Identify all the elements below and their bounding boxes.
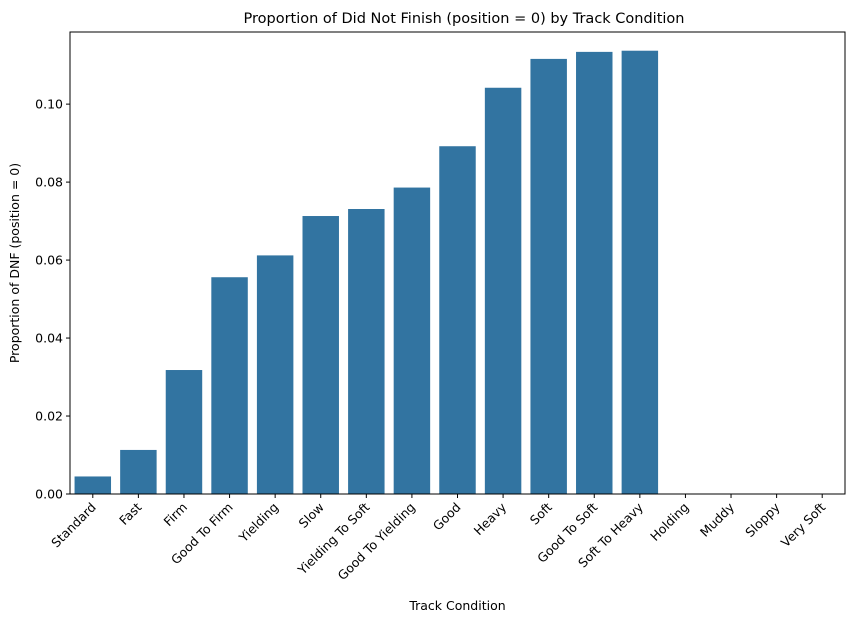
- x-tick-label: Holding: [647, 500, 691, 544]
- bar-good-to-soft: [576, 51, 613, 494]
- x-tick-label: Soft: [527, 499, 555, 527]
- y-tick-label: 0.06: [35, 253, 63, 268]
- bar-soft-to-heavy: [621, 50, 659, 495]
- bar-good: [439, 146, 476, 495]
- x-tick-label: Good: [430, 500, 464, 534]
- x-tick-label: Slow: [296, 500, 327, 531]
- bar-good-to-yielding: [393, 187, 431, 494]
- x-tick-label: Heavy: [471, 499, 510, 538]
- bar-yielding: [256, 255, 294, 494]
- x-tick-label: Sloppy: [742, 499, 783, 540]
- x-tick-label: Good To Yielding: [335, 500, 419, 584]
- x-tick-label: Muddy: [697, 499, 738, 540]
- x-tick-label: Fast: [116, 499, 144, 527]
- bars-group: [74, 50, 659, 495]
- x-tick-label: Firm: [160, 500, 190, 530]
- x-tick-label: Standard: [48, 500, 99, 551]
- bar-good-to-firm: [211, 277, 248, 494]
- y-axis: 0.00 0.02 0.04 0.06 0.08 0.10: [35, 97, 70, 502]
- x-tick-label: Yielding: [235, 500, 281, 546]
- bar-firm: [165, 370, 203, 494]
- bar-slow: [302, 216, 339, 494]
- y-tick-label: 0.08: [35, 175, 63, 190]
- bar-standard: [74, 476, 112, 494]
- chart-title: Proportion of Did Not Finish (position =…: [243, 11, 684, 27]
- y-tick-label: 0.00: [35, 487, 63, 502]
- x-tick-label: Very Soft: [778, 499, 829, 550]
- y-tick-label: 0.10: [35, 97, 63, 112]
- bar-fast: [120, 449, 157, 494]
- plot-frame: [69, 31, 846, 495]
- bar-soft: [530, 58, 567, 495]
- x-axis-label: Track Condition: [408, 598, 505, 613]
- y-tick-label: 0.04: [35, 331, 63, 346]
- bar-yielding-to-soft: [348, 209, 385, 494]
- y-axis-label: Proportion of DNF (position = 0): [7, 163, 22, 363]
- y-tick-label: 0.02: [35, 409, 63, 424]
- bar-heavy: [484, 87, 522, 494]
